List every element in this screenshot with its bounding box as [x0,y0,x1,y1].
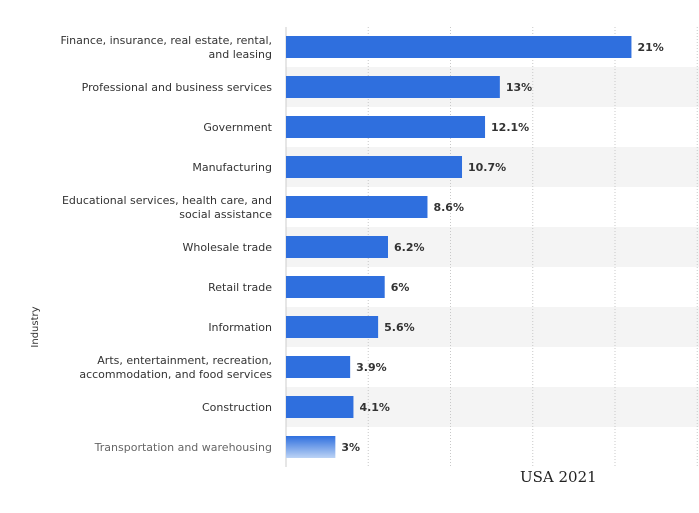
bar [286,156,463,178]
row-bands [286,67,699,427]
value-label: 6.2% [394,241,425,254]
category-label: Government [203,121,272,134]
bar [286,36,632,58]
bar [286,356,351,378]
value-label: 6% [391,281,410,294]
category-label-line: Information [208,321,272,334]
value-labels: 21% 13% 12.1% 10.7% 8.6% 6.2% 6% 5.6% 3.9% 4.1% 3% [341,41,663,454]
category-label-line: Government [203,121,272,134]
category-label: Manufacturing [192,161,272,174]
value-label: 5.6% [384,321,415,334]
bar [286,116,486,138]
category-label-line: Manufacturing [192,161,272,174]
category-label: Information [208,321,272,334]
value-label: 13% [506,81,532,94]
category-label-line: accommodation, and food services [79,368,272,381]
gridlines [367,27,698,467]
category-label-line: Retail trade [208,281,272,294]
value-label: 3% [341,441,360,454]
value-label: 4.1% [359,401,390,414]
bar [286,196,428,218]
category-label: Finance, insurance, real estate, rental,… [61,34,272,61]
value-label: 8.6% [433,201,464,214]
value-label: 21% [637,41,663,54]
category-label: Professional and business services [82,81,273,94]
category-label: Transportation and warehousing [94,441,272,454]
value-label: 10.7% [468,161,506,174]
bar [286,436,336,458]
category-label: Wholesale trade [182,241,272,254]
bar [286,396,354,418]
value-label: 12.1% [491,121,529,134]
chart-caption: USA 2021 [520,468,597,486]
category-label-line: social assistance [179,208,272,221]
bar [286,316,379,338]
category-label-line: Construction [202,401,272,414]
bar [286,276,385,298]
category-label-line: Professional and business services [82,81,273,94]
category-label-line: Arts, entertainment, recreation, [97,354,272,367]
category-label-line: Educational services, health care, and [62,194,272,207]
category-labels: Finance, insurance, real estate, rental,… [61,34,273,454]
category-label-line: Transportation and warehousing [94,441,272,454]
row-band [286,387,699,427]
category-label-line: Finance, insurance, real estate, rental, [61,34,272,47]
value-label: 3.9% [356,361,387,374]
category-label: Arts, entertainment, recreation, accommod… [79,354,272,381]
bar [286,76,500,98]
category-label: Construction [202,401,272,414]
bar [286,236,388,258]
bars [286,36,632,458]
category-label: Retail trade [208,281,272,294]
category-label-line: and leasing [209,48,273,61]
category-label: Educational services, health care, and so… [62,194,272,221]
y-axis-title: Industry [30,306,41,347]
category-label-line: Wholesale trade [182,241,272,254]
